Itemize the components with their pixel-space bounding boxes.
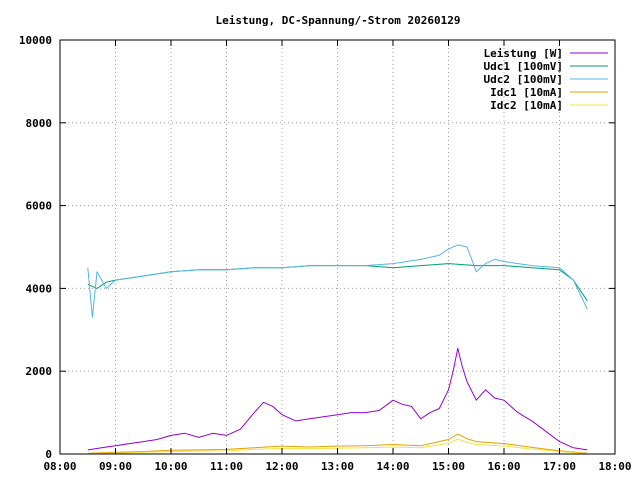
y-tick-label: 4000: [26, 282, 53, 295]
legend-label: Idc1 [10mA]: [490, 86, 563, 99]
x-tick-label: 18:00: [598, 460, 631, 473]
y-tick-label: 6000: [26, 200, 53, 213]
series-line-0: [87, 347, 588, 451]
y-tick-label: 8000: [26, 117, 53, 130]
x-tick-label: 17:00: [543, 460, 576, 473]
x-tick-label: 12:00: [265, 460, 298, 473]
x-tick-label: 11:00: [210, 460, 243, 473]
series-line-4: [87, 438, 588, 455]
x-tick-label: 14:00: [376, 460, 409, 473]
y-tick-label: 2000: [26, 365, 53, 378]
legend-label: Leistung [W]: [484, 47, 563, 60]
legend-label: Udc2 [100mV]: [484, 73, 563, 86]
series-line-1: [87, 263, 588, 302]
axes: 08:00 09:00 10:00 11:00 12:00 13:00 14:00 15:00…: [19, 34, 632, 473]
series-line-2: [87, 244, 588, 318]
chart-title: Leistung, DC-Spannung/-Strom 20260129: [215, 14, 460, 27]
x-tick-label: 08:00: [43, 460, 76, 473]
legend-label: Udc1 [100mV]: [484, 60, 563, 73]
legend-label: Idc2 [10mA]: [490, 99, 563, 112]
x-tick-label: 16:00: [487, 460, 520, 473]
series-line-3: [87, 433, 588, 454]
y-tick-label: 10000: [19, 34, 52, 47]
legend: Leistung [W]Udc1 [100mV]Udc2 [100mV]Idc1…: [484, 47, 608, 112]
x-tick-label: 09:00: [99, 460, 132, 473]
grid: [60, 40, 615, 454]
x-tick-label: 10:00: [154, 460, 187, 473]
x-tick-label: 15:00: [432, 460, 465, 473]
y-tick-label: 0: [45, 448, 52, 461]
series-lines: [87, 244, 588, 455]
x-tick-label: 13:00: [321, 460, 354, 473]
